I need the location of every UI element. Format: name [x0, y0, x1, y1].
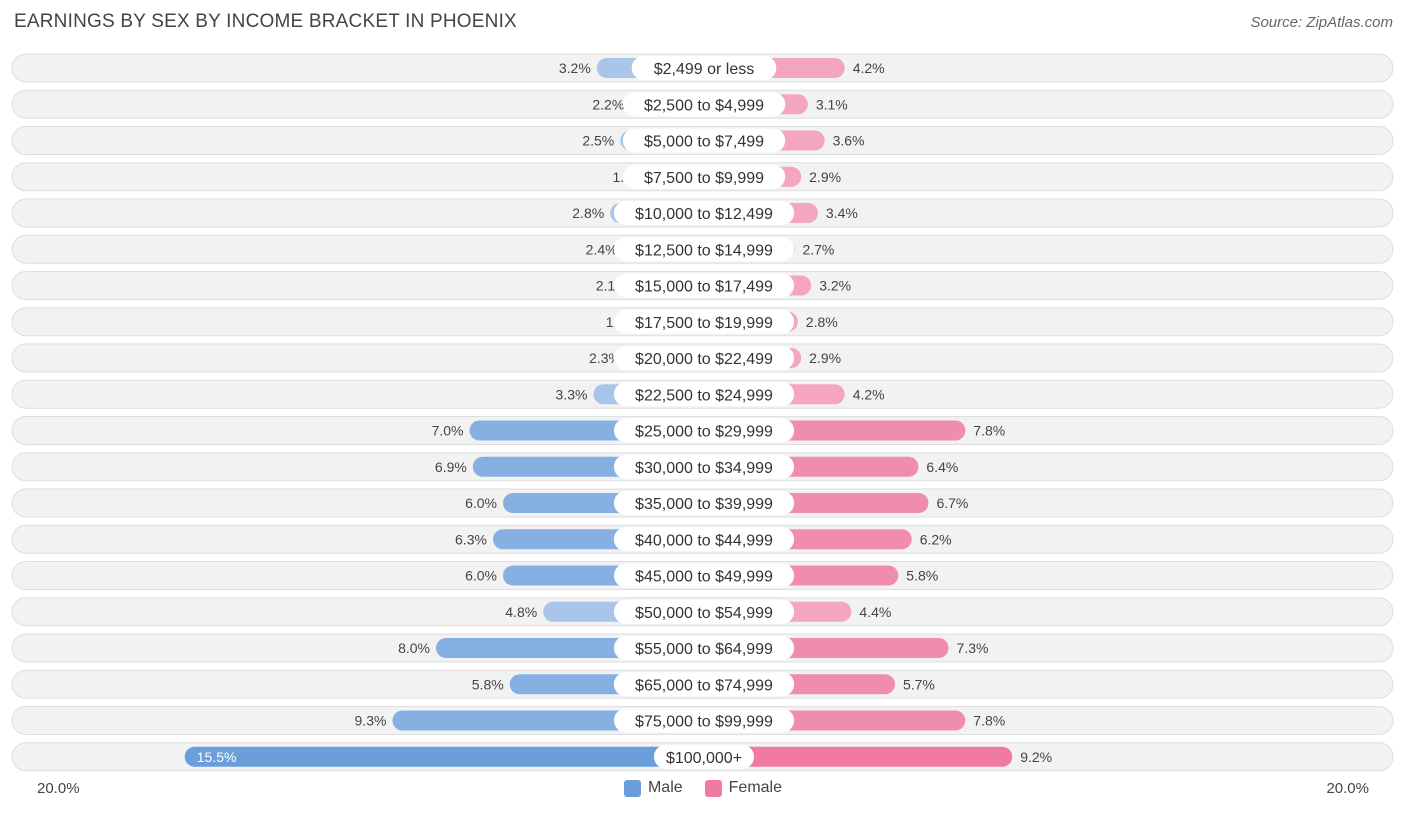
value-label-male: 4.8%: [505, 604, 537, 620]
value-label-male: 9.3%: [355, 713, 387, 729]
category-label: $35,000 to $39,999: [635, 496, 773, 513]
axis-label-right: 20.0%: [1326, 780, 1369, 797]
bar-male: [184, 746, 704, 767]
category-pill: [613, 599, 795, 624]
category-pill: [613, 491, 795, 515]
legend-item-male: Male: [623, 779, 683, 797]
source-label: Source: ZipAtlas.com: [1250, 14, 1393, 31]
chart-title: EARNINGS BY SEX BY INCOME BRACKET IN PHO…: [14, 11, 517, 32]
category-label: $17,500 to $19,999: [635, 315, 773, 332]
category-label: $55,000 to $64,999: [635, 641, 773, 658]
category-label: $20,000 to $22,499: [635, 351, 773, 368]
category-pill: [613, 563, 795, 588]
value-label-male: 2.3%: [589, 350, 621, 366]
category-pill: [613, 454, 795, 479]
category-pill: [613, 201, 795, 225]
category-label: $7,500 to $9,999: [644, 170, 764, 187]
value-label-male: 6.3%: [455, 531, 487, 547]
category-pill: [631, 56, 777, 80]
category-pill: [622, 164, 786, 189]
legend-item-female: Female: [704, 779, 783, 797]
category-pill: [613, 527, 795, 552]
category-pill: [622, 128, 786, 153]
value-label-male: 3.2%: [559, 60, 591, 76]
category-label: $75,000 to $99,999: [635, 714, 773, 731]
category-pill: [613, 309, 795, 334]
category-pill: [613, 273, 795, 298]
category-label: $2,500 to $4,999: [644, 97, 764, 114]
value-label-female: 4.2%: [853, 386, 885, 402]
category-label: $22,500 to $24,999: [635, 387, 773, 404]
value-label-male: 2.8%: [572, 205, 604, 221]
value-label-female: 2.9%: [809, 350, 841, 366]
category-pill: [653, 744, 755, 769]
category-label: $15,000 to $17,499: [635, 279, 773, 296]
value-label-male: 7.0%: [432, 423, 464, 439]
value-label-female: 3.1%: [816, 96, 848, 112]
value-label-female: 7.8%: [973, 713, 1005, 729]
category-pill: [613, 382, 795, 407]
legend: Male Female: [0, 779, 1406, 797]
value-label-female: 3.6%: [833, 133, 865, 149]
legend-label-male: Male: [647, 779, 683, 796]
value-label-female: 7.8%: [973, 423, 1005, 439]
value-label-female: 4.4%: [859, 604, 891, 620]
value-label-female: 5.7%: [903, 676, 935, 692]
category-label: $40,000 to $44,999: [635, 532, 773, 549]
legend-swatch-female: [704, 779, 722, 797]
value-label-female: 5.8%: [906, 568, 938, 584]
legend-label-female: Female: [728, 779, 783, 796]
value-label-male: 3.3%: [556, 386, 588, 402]
value-label-female: 3.4%: [826, 205, 858, 221]
category-label: $5,000 to $7,499: [644, 134, 764, 151]
value-label-male: 6.9%: [435, 459, 467, 475]
category-label: $10,000 to $12,499: [635, 206, 773, 223]
value-label-female: 4.2%: [853, 60, 885, 76]
value-label-male: 2.4%: [586, 241, 618, 257]
category-label: $45,000 to $49,999: [635, 569, 773, 586]
category-pill: [613, 636, 795, 660]
category-label: $30,000 to $34,999: [635, 460, 773, 477]
legend-swatch-male: [623, 779, 641, 797]
category-label: $50,000 to $54,999: [635, 605, 773, 622]
category-pill: [613, 672, 795, 697]
category-label: $12,500 to $14,999: [635, 242, 773, 259]
category-pill: [613, 418, 795, 443]
value-label-female: 9.2%: [1020, 749, 1052, 765]
value-label-female: 6.7%: [936, 495, 968, 511]
value-label-male: 2.2%: [592, 96, 624, 112]
value-label-male: 5.8%: [472, 676, 504, 692]
bar-female: [704, 746, 1013, 767]
value-label-female: 7.3%: [957, 640, 989, 656]
category-label: $100,000+: [666, 750, 742, 767]
axis-label-left: 20.0%: [37, 780, 80, 797]
category-label: $65,000 to $74,999: [635, 677, 773, 694]
value-label-female: 3.2%: [819, 278, 851, 294]
value-label-female: 2.8%: [806, 314, 838, 330]
value-label-female: 2.7%: [802, 241, 834, 257]
value-label-female: 2.9%: [809, 169, 841, 185]
value-label-male: 15.5%: [197, 749, 237, 765]
category-pill: [613, 708, 795, 733]
value-label-female: 6.2%: [920, 531, 952, 547]
value-label-female: 6.4%: [926, 459, 958, 475]
value-label-male: 8.0%: [398, 640, 430, 656]
category-pill: [613, 237, 795, 262]
category-label: $2,499 or less: [654, 61, 755, 78]
value-label-male: 6.0%: [465, 495, 497, 511]
value-label-male: 6.0%: [465, 568, 497, 584]
value-label-male: 2.5%: [582, 133, 614, 149]
diverging-bar-chart: 3.2% 4.2% $2,499 or less 2.2% 3.1% $2,500 to …: [11, 53, 1394, 772]
category-pill: [622, 92, 786, 117]
category-label: $25,000 to $29,999: [635, 424, 773, 441]
category-pill: [613, 346, 795, 370]
